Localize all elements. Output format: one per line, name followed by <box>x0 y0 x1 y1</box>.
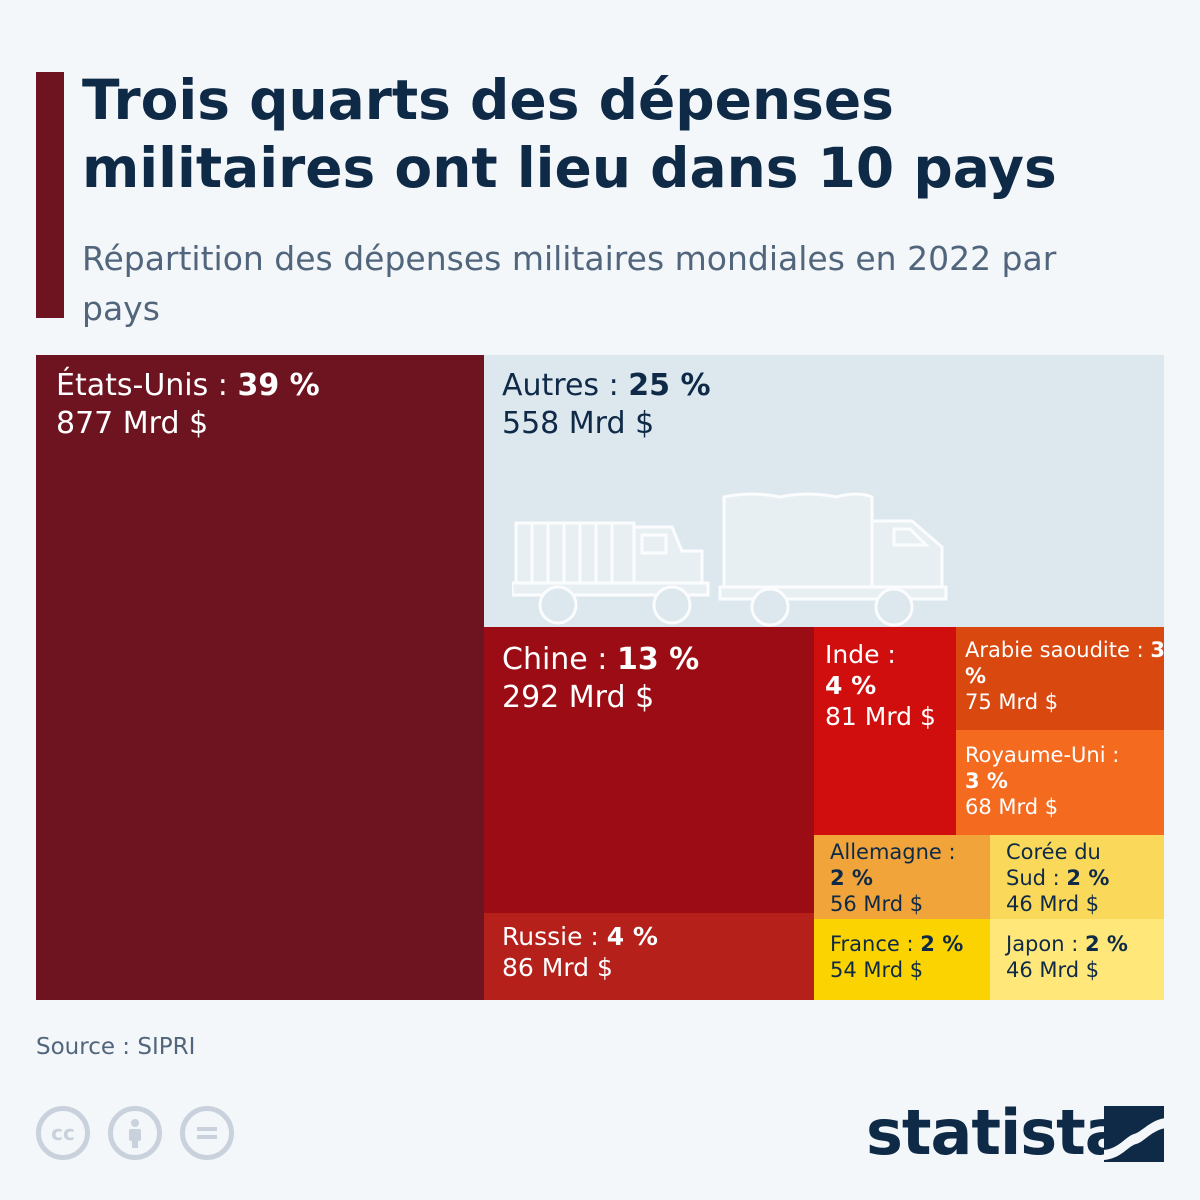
tile-chine: Chine : 13 % 292 Mrd $ <box>484 627 814 913</box>
tile-name: Inde : <box>825 640 896 669</box>
tile-percent: 2 % <box>1085 932 1128 956</box>
tile-percent: 2 % <box>830 866 873 890</box>
tile-name: Corée du Sud : <box>1006 840 1101 890</box>
tile-value: 54 Mrd $ <box>830 958 924 982</box>
no-derivatives-icon[interactable] <box>180 1106 234 1160</box>
tile-allemagne: Allemagne : 2 % 56 Mrd $ <box>814 835 990 919</box>
tile-inde: Inde : 4 % 81 Mrd $ <box>814 627 956 835</box>
military-trucks-icon <box>512 492 948 627</box>
chart-subtitle: Répartition des dépenses militaires mond… <box>82 239 1057 328</box>
tile-value: 46 Mrd $ <box>1006 892 1100 916</box>
tile-value: 56 Mrd $ <box>830 892 924 916</box>
tile-percent: 3 % <box>965 769 1008 793</box>
tile-value: 292 Mrd $ <box>502 680 655 715</box>
tile-percent: 2 % <box>1066 866 1110 890</box>
tile-value: 75 Mrd $ <box>965 690 1059 714</box>
tile-name: Allemagne : <box>830 840 956 864</box>
tile-value: 877 Mrd $ <box>56 406 209 441</box>
tile-autres: Autres : 25 % 558 Mrd $ <box>484 355 1164 627</box>
chart-title: Trois quarts des dépenses militaires ont… <box>82 68 1057 200</box>
tile-percent: 3 % <box>965 638 1164 688</box>
cc-icon[interactable]: cc <box>36 1106 90 1160</box>
source-note: Source : SIPRI <box>36 1034 196 1060</box>
tile-percent: 13 % <box>616 642 700 677</box>
tile-percent: 25 % <box>628 368 711 403</box>
tile-name: Russie : <box>502 922 599 951</box>
treemap: États-Unis : 39 % 877 Mrd $ Autres : 25 … <box>36 355 1164 1000</box>
statista-logo-icon <box>1104 1106 1164 1162</box>
tile-name: France : <box>830 932 914 956</box>
tile-royaume-uni: Royaume-Uni : 3 % 68 Mrd $ <box>956 730 1164 835</box>
tile-value: 558 Mrd $ <box>502 406 655 441</box>
tile-percent: 4 % <box>606 922 658 951</box>
tile-value: 86 Mrd $ <box>502 953 613 982</box>
tile-percent: 39 % <box>237 368 320 403</box>
statista-logo[interactable]: statista <box>866 1096 1127 1169</box>
tile-coree-du-sud: Corée du Sud : 2 % 46 Mrd $ <box>990 835 1164 919</box>
tile-france: France : 2 % 54 Mrd $ <box>814 919 990 1000</box>
tile-value: 46 Mrd $ <box>1006 958 1100 982</box>
tile-name: Autres : <box>502 368 619 403</box>
tile-name: Japon : <box>1006 932 1079 956</box>
tile-japon: Japon : 2 % 46 Mrd $ <box>990 919 1164 1000</box>
tile-etats-unis: États-Unis : 39 % 877 Mrd $ <box>36 355 484 1000</box>
tile-percent: 2 % <box>920 932 964 956</box>
accent-bar <box>36 72 64 318</box>
tile-percent: 4 % <box>825 671 877 700</box>
tile-arabie-saoudite: Arabie saoudite : 3 % 75 Mrd $ <box>956 627 1164 730</box>
tile-value: 81 Mrd $ <box>825 702 936 731</box>
tile-name: États-Unis : <box>56 368 228 403</box>
tile-name: Royaume-Uni : <box>965 743 1120 767</box>
tile-russie: Russie : 4 % 86 Mrd $ <box>484 913 814 1000</box>
tile-name: Chine : <box>502 642 608 677</box>
tile-name: Arabie saoudite : <box>965 638 1144 662</box>
attribution-icon[interactable] <box>108 1106 162 1160</box>
tile-value: 68 Mrd $ <box>965 795 1059 819</box>
